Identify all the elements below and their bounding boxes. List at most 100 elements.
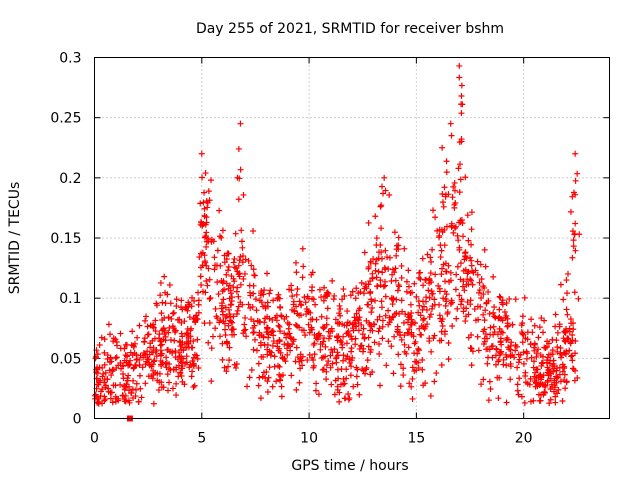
data-point <box>137 385 144 392</box>
data-point <box>113 395 120 402</box>
data-point <box>405 316 412 323</box>
data-point <box>258 288 265 295</box>
data-point <box>396 310 403 317</box>
data-point <box>454 232 461 239</box>
data-point <box>233 288 240 295</box>
data-point <box>559 361 566 368</box>
data-point <box>507 363 514 370</box>
data-point <box>336 398 343 405</box>
data-point <box>574 374 581 381</box>
data-point <box>129 386 136 393</box>
data-point <box>528 354 535 361</box>
data-point <box>250 228 257 235</box>
data-point <box>468 332 475 339</box>
data-point <box>266 315 273 322</box>
data-point <box>568 353 575 360</box>
data-point <box>494 331 501 338</box>
data-point <box>429 246 436 253</box>
data-point <box>97 388 104 395</box>
data-point <box>453 271 460 278</box>
data-point <box>407 289 414 296</box>
data-point <box>373 235 380 242</box>
data-point <box>292 358 299 365</box>
data-point <box>372 260 379 267</box>
data-point <box>422 277 429 284</box>
data-point <box>531 322 538 329</box>
data-point <box>407 301 414 308</box>
data-point <box>228 273 235 280</box>
data-point <box>313 380 320 387</box>
data-point <box>268 349 275 356</box>
data-point <box>352 341 359 348</box>
data-point <box>199 249 206 256</box>
data-point <box>456 74 463 81</box>
data-point <box>207 295 214 302</box>
data-point <box>325 358 332 365</box>
data-point <box>469 348 476 355</box>
data-point <box>173 296 180 303</box>
data-point <box>217 262 224 269</box>
data-point <box>171 337 178 344</box>
data-point <box>436 226 443 233</box>
data-point <box>563 277 570 284</box>
data-point <box>275 291 282 298</box>
data-point <box>276 363 283 370</box>
x-tick-label: 20 <box>515 431 533 447</box>
data-point <box>223 368 230 375</box>
data-point <box>545 351 552 358</box>
data-point <box>294 285 301 292</box>
data-point <box>218 305 225 312</box>
data-point <box>101 361 108 368</box>
data-point <box>398 274 405 281</box>
data-point <box>178 319 185 326</box>
data-point <box>94 399 101 406</box>
y-tick-label: 0.3 <box>59 51 81 67</box>
data-point <box>144 348 151 355</box>
data-point <box>106 359 113 366</box>
data-point <box>107 331 114 338</box>
data-point <box>267 352 274 359</box>
data-point <box>322 343 329 350</box>
data-point <box>439 316 446 323</box>
data-point <box>314 336 321 343</box>
data-point <box>348 363 355 370</box>
data-point <box>155 335 162 342</box>
data-point <box>389 301 396 308</box>
data-point <box>369 305 376 312</box>
data-point <box>199 174 206 181</box>
data-point <box>385 321 392 328</box>
data-point <box>288 372 295 379</box>
data-point <box>160 336 167 343</box>
data-point <box>459 283 466 290</box>
data-point <box>422 380 429 387</box>
data-point <box>343 340 350 347</box>
data-point <box>329 277 336 284</box>
data-point <box>287 347 294 354</box>
data-point <box>453 315 460 322</box>
data-point <box>405 267 412 274</box>
data-point <box>570 320 577 327</box>
data-point <box>259 373 266 380</box>
data-point <box>414 350 421 357</box>
data-point <box>513 343 520 350</box>
data-point <box>323 315 330 322</box>
data-point <box>527 340 534 347</box>
data-point <box>468 257 475 264</box>
data-point <box>375 328 382 335</box>
data-point <box>204 282 211 289</box>
data-point <box>309 269 316 276</box>
data-point <box>173 392 180 399</box>
data-point <box>531 378 538 384</box>
data-point <box>211 254 218 261</box>
data-point <box>524 336 531 343</box>
data-point <box>289 293 296 300</box>
data-point <box>341 380 348 387</box>
data-point <box>523 355 530 362</box>
data-point <box>277 377 284 384</box>
data-point <box>352 335 359 342</box>
data-point <box>195 365 202 372</box>
data-point <box>134 334 141 341</box>
data-point <box>231 264 238 271</box>
data-point <box>426 314 433 321</box>
data-point <box>120 371 126 378</box>
